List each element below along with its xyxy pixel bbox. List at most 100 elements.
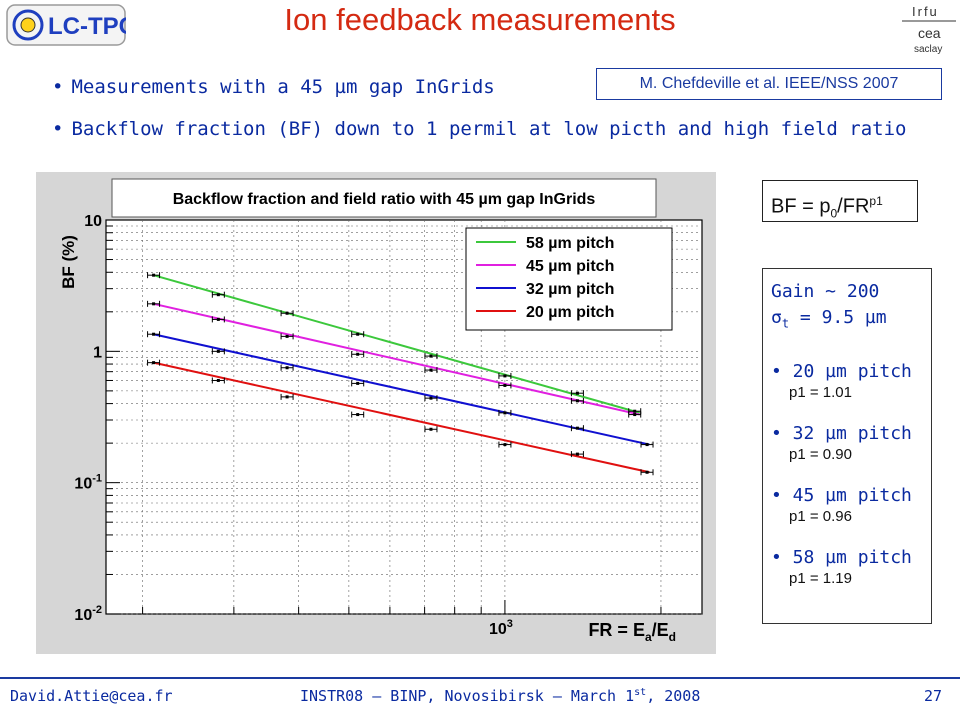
footer-conference: INSTR08 – BINP, Novosibirsk – March 1st,… (300, 687, 700, 705)
pitch-label: • 20 µm pitch (771, 360, 912, 382)
pitch-item: • 32 µm pitch p1 = 0.90 (771, 423, 923, 465)
data-point (280, 393, 294, 400)
point-marker (285, 366, 289, 370)
x-ticks: 103 (489, 618, 513, 638)
bullet-1-text: Measurements with a 45 µm gap InGrids (71, 76, 495, 98)
bullet-dot: • (52, 76, 64, 98)
data-point (498, 409, 512, 416)
point-marker (152, 302, 156, 306)
bullet-2: • Backflow fraction (BF) down to 1 permil… (52, 118, 907, 140)
pitch-p1: p1 = 0.90 (789, 445, 852, 463)
data-point (424, 367, 438, 374)
data-point (351, 351, 365, 358)
y-tick-label: 10 (84, 213, 102, 230)
point-marker (575, 399, 579, 403)
point-marker (575, 426, 579, 430)
data-point (211, 377, 225, 384)
data-point (280, 364, 294, 371)
sigma-sub: t (781, 316, 790, 331)
data-point (211, 316, 225, 323)
bullet-2-text: Backflow fraction (BF) down to 1 permil … (71, 118, 907, 140)
formula-box: BF = p0/FRp1 (762, 180, 918, 222)
y-tick-label: 10-2 (74, 604, 102, 624)
data-point (424, 353, 438, 360)
point-marker (633, 409, 637, 413)
legend-box (465, 227, 673, 331)
data-point (424, 426, 438, 433)
y-axis-label: BF (%) (59, 235, 78, 289)
point-marker (216, 378, 220, 382)
x-axis-label: FR = Ea/Ed (588, 620, 676, 644)
data-point (147, 331, 161, 338)
saclay-logo-text: saclay (914, 44, 942, 55)
fit-line (153, 333, 650, 446)
footer-conference-sup: st (634, 687, 647, 698)
data-point (147, 300, 161, 307)
reference-box: M. Chefdeville et al. IEEE/NSS 2007 (596, 68, 942, 100)
pitch-item: • 45 µm pitch p1 = 0.96 (771, 485, 923, 527)
y-tick-label: 1 (93, 344, 102, 361)
data-point (424, 395, 438, 402)
y-tick-label-exp: -2 (92, 604, 102, 616)
pitch-p1: p1 = 0.96 (789, 507, 852, 525)
sigma-symbol: σ (771, 307, 782, 328)
point-marker (429, 368, 433, 372)
data-point (570, 425, 584, 432)
data-point (147, 272, 161, 279)
point-marker (152, 361, 156, 365)
formula-lhs: BF = p (771, 195, 831, 218)
pitch-label: • 58 µm pitch (771, 546, 912, 568)
point-marker (356, 381, 360, 385)
sigma-value: = 9.5 µm (789, 307, 887, 328)
pitch-list: • 20 µm pitch p1 = 1.01 • 32 µm pitch p1 = … (771, 361, 923, 589)
point-marker (285, 395, 289, 399)
point-marker (285, 334, 289, 338)
point-marker (645, 443, 649, 447)
point-marker (503, 374, 507, 378)
y-tick-label: 10-1 (74, 473, 102, 493)
lctpc-logo: LC-TPC (6, 4, 126, 46)
x-tick-label: 103 (489, 618, 513, 638)
fit-lines (153, 274, 650, 474)
pitch-label: • 45 µm pitch (771, 484, 912, 506)
point-marker (633, 413, 637, 417)
y-tick-label-base: 10 (74, 476, 92, 493)
data-point (351, 380, 365, 387)
formula-mid: /FR (837, 195, 870, 218)
data-point (570, 451, 584, 458)
chart-title: Backflow fraction and field ratio with 4… (173, 191, 596, 208)
data-point (147, 359, 161, 366)
data-point (640, 469, 654, 476)
gain-text: Gain ~ 200 (771, 281, 880, 302)
data-point (498, 382, 512, 389)
point-marker (503, 411, 507, 415)
y-tick-label-base: 10 (84, 213, 102, 230)
point-marker (645, 470, 649, 474)
footer-page-number: 27 (924, 687, 943, 705)
irfu-cea-logo: Irfu cea saclay (902, 4, 956, 55)
footer-conference-main: INSTR08 – BINP, Novosibirsk – March 1 (300, 687, 635, 705)
legend-label: 58 µm pitch (526, 235, 614, 252)
fit-line (153, 361, 650, 474)
x-tick-label-exp: 3 (507, 618, 513, 630)
formula-sub: 0 (830, 206, 838, 221)
point-marker (575, 391, 579, 395)
pitch-item: • 58 µm pitch p1 = 1.19 (771, 547, 923, 589)
legend-label: 32 µm pitch (526, 281, 614, 298)
fit-line (153, 302, 640, 416)
point-marker (356, 332, 360, 336)
footer-email: David.Attie@cea.fr (10, 687, 173, 705)
sigma-text: σt = 9.5 µm (771, 305, 923, 337)
data-points (147, 272, 654, 476)
point-marker (429, 354, 433, 358)
x-axis-label-sub-a: a (645, 630, 652, 644)
point-marker (285, 311, 289, 315)
pitch-p1: p1 = 1.19 (789, 569, 852, 587)
point-marker (503, 443, 507, 447)
x-axis-label-sub-d: d (669, 630, 676, 644)
y-tick-label-base: 10 (74, 607, 92, 624)
point-marker (429, 427, 433, 431)
point-marker (216, 349, 220, 353)
pitch-p1: p1 = 1.01 (789, 383, 852, 401)
